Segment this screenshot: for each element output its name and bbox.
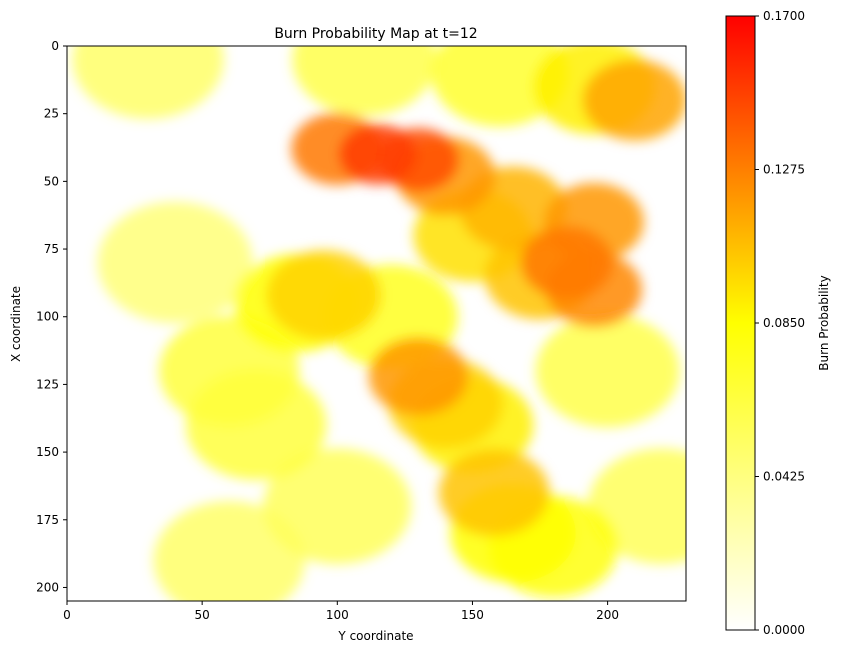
- x-axis-label: Y coordinate: [337, 629, 413, 643]
- heat-cell: [431, 46, 568, 127]
- heat-cell: [266, 250, 381, 340]
- y-tick-label: 175: [36, 513, 59, 527]
- heat-cell: [583, 59, 686, 141]
- x-tick-label: 100: [326, 608, 349, 622]
- chart-title: Burn Probability Map at t=12: [274, 26, 477, 42]
- colorbar-tick-label: 0.0000: [763, 623, 805, 637]
- x-tick-label: 200: [596, 608, 619, 622]
- heat-cell: [438, 449, 550, 537]
- colorbar-tick-label: 0.1275: [763, 163, 805, 177]
- heat-cell: [97, 201, 253, 324]
- y-axis-ticks: 0 25 50 75 100 125 150 175 200: [36, 39, 67, 594]
- y-tick-label: 200: [36, 580, 59, 594]
- colorbar-ticks: 0.0000 0.0425 0.0850 0.1275 0.1700: [755, 9, 805, 637]
- x-axis-ticks: 0 50 100 150 200: [63, 601, 619, 622]
- heat-cell: [153, 501, 306, 601]
- y-tick-label: 150: [36, 445, 59, 459]
- y-tick-label: 125: [36, 377, 59, 391]
- heat-cell: [185, 370, 327, 481]
- colorbar-tick-label: 0.0425: [763, 470, 805, 484]
- y-tick-label: 50: [44, 174, 59, 188]
- heat-cell: [368, 337, 469, 416]
- heat-cell: [339, 124, 417, 185]
- heat-cell: [72, 46, 224, 119]
- y-axis-label: X coordinate: [9, 286, 23, 362]
- x-tick-label: 150: [461, 608, 484, 622]
- heat-cell: [292, 46, 437, 116]
- plot-frame: [66, 45, 687, 602]
- heat-layer: [72, 46, 686, 601]
- x-tick-label: 50: [195, 608, 210, 622]
- colorbar-tick-label: 0.0850: [763, 316, 805, 330]
- y-tick-label: 100: [36, 310, 59, 324]
- y-tick-label: 25: [44, 107, 59, 121]
- heat-cell: [263, 448, 412, 565]
- colorbar-tick-label: 0.1700: [763, 9, 805, 23]
- colorbar-label: Burn Probability: [817, 275, 831, 370]
- y-tick-label: 75: [44, 242, 59, 256]
- y-tick-label: 0: [51, 39, 59, 53]
- heat-cell: [521, 226, 614, 299]
- heat-cell: [535, 314, 680, 428]
- x-tick-label: 0: [63, 608, 71, 622]
- colorbar: [725, 15, 756, 631]
